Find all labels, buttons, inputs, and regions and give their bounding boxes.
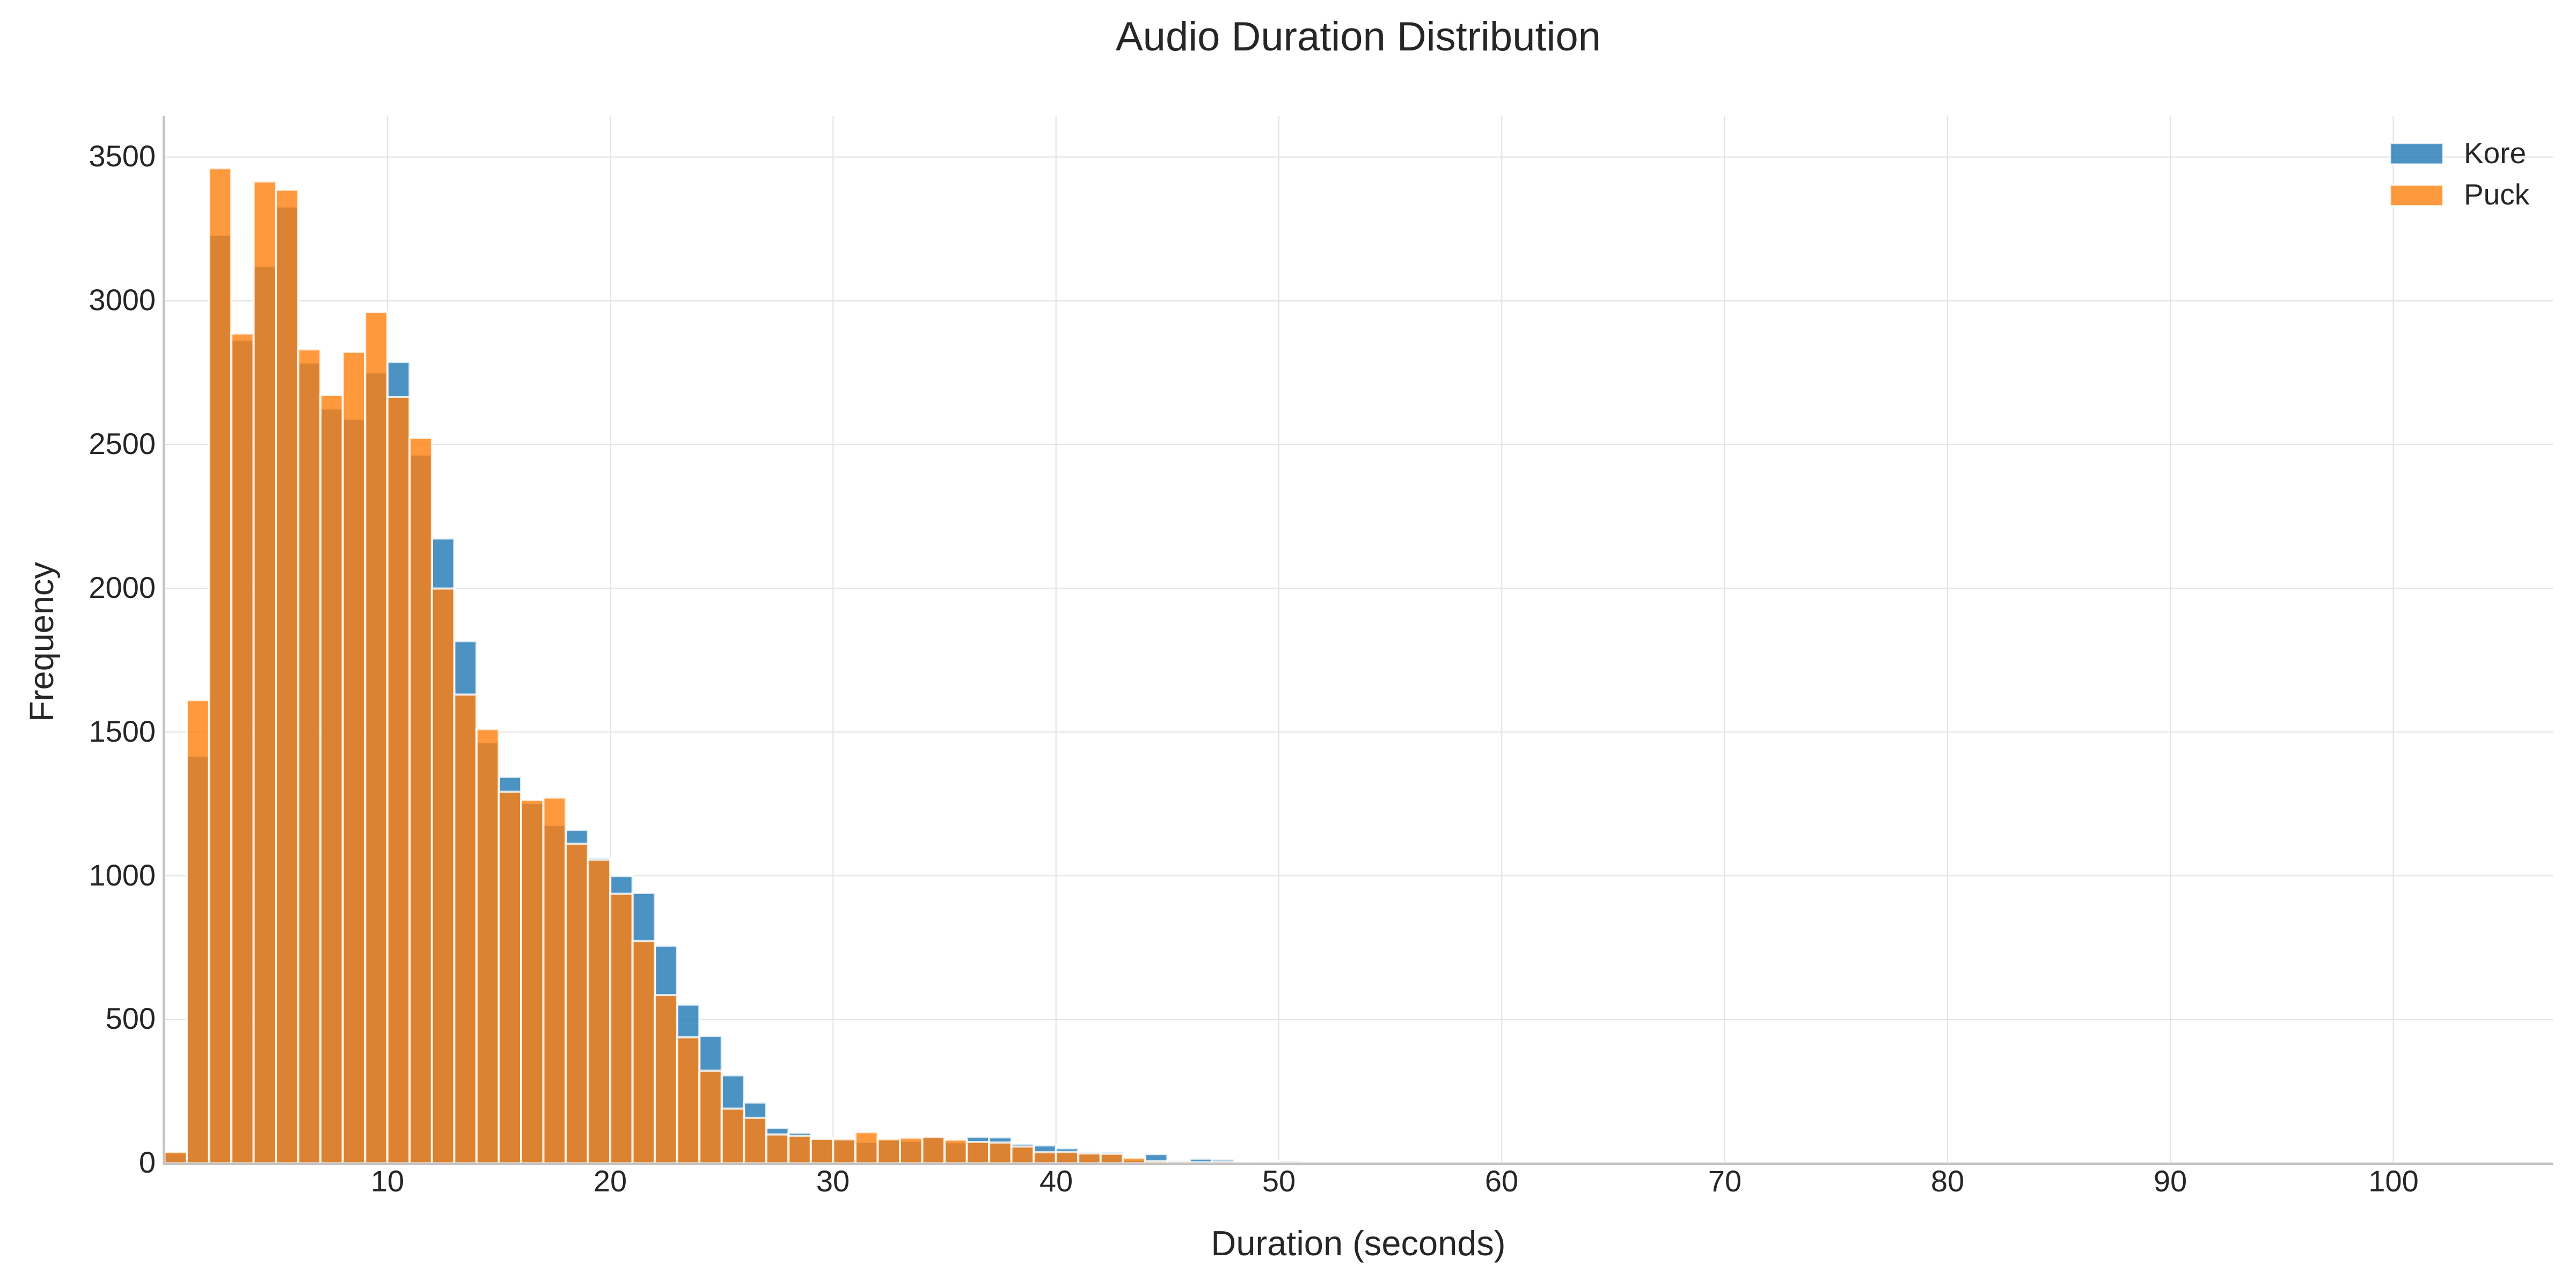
svg-text:Kore: Kore xyxy=(2464,136,2526,170)
svg-text:70: 70 xyxy=(1708,1164,1741,1198)
svg-text:3500: 3500 xyxy=(89,139,156,173)
svg-text:1500: 1500 xyxy=(89,714,156,748)
svg-text:Duration (seconds): Duration (seconds) xyxy=(1211,1224,1505,1263)
svg-text:Audio Duration Distribution: Audio Duration Distribution xyxy=(1116,14,1601,60)
svg-text:80: 80 xyxy=(1931,1164,1964,1198)
svg-text:60: 60 xyxy=(1485,1164,1518,1198)
svg-text:3000: 3000 xyxy=(89,283,156,317)
svg-text:90: 90 xyxy=(2154,1164,2187,1198)
svg-text:30: 30 xyxy=(816,1164,850,1198)
svg-text:2000: 2000 xyxy=(89,570,156,604)
svg-text:1000: 1000 xyxy=(89,858,156,892)
svg-text:500: 500 xyxy=(106,1001,156,1035)
svg-text:0: 0 xyxy=(139,1145,156,1179)
svg-text:40: 40 xyxy=(1040,1164,1073,1198)
svg-text:10: 10 xyxy=(371,1164,404,1198)
svg-text:20: 20 xyxy=(594,1164,627,1198)
svg-text:Frequency: Frequency xyxy=(23,562,61,722)
svg-text:100: 100 xyxy=(2368,1164,2418,1198)
svg-text:2500: 2500 xyxy=(89,427,156,460)
svg-text:50: 50 xyxy=(1262,1164,1296,1198)
svg-text:Puck: Puck xyxy=(2464,178,2530,211)
